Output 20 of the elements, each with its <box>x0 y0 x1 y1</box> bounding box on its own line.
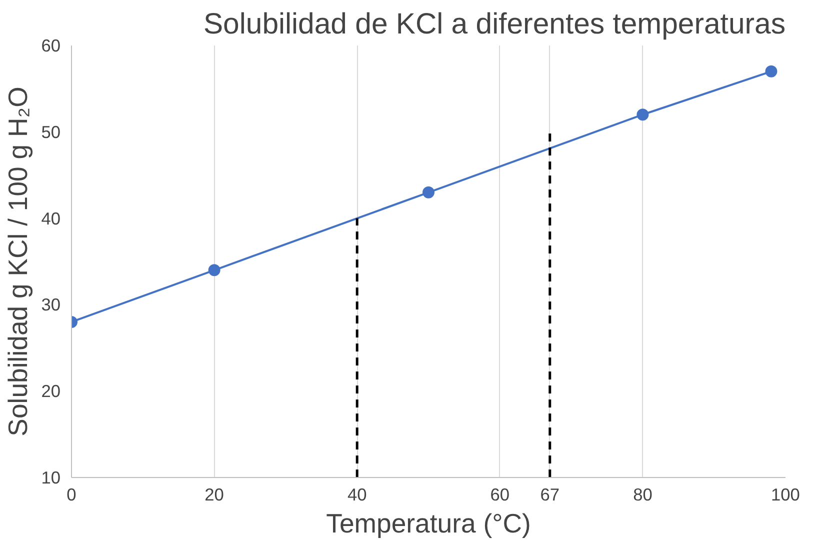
y-tick-label: 40 <box>41 208 61 228</box>
chart-title: Solubilidad de KCl a diferentes temperaturas <box>203 8 786 40</box>
y-tick-label: 60 <box>41 36 61 56</box>
y-axis-title: Solubilidad g KCl / 100 g H₂O <box>3 86 34 436</box>
y-tick-label: 20 <box>41 381 61 402</box>
x-tick-label: 100 <box>771 484 800 504</box>
x-tick-label: 80 <box>633 484 652 504</box>
y-tick-label: 50 <box>41 122 61 142</box>
y-tick-label: 30 <box>41 294 61 315</box>
point <box>636 108 649 121</box>
x-tick-label: 67 <box>540 484 560 504</box>
x-tick-label: 0 <box>66 484 76 504</box>
x-tick-label: 60 <box>490 484 510 504</box>
x-tick-label: 20 <box>204 484 224 504</box>
point <box>208 264 220 276</box>
point <box>765 65 778 78</box>
point <box>422 186 434 198</box>
y-tick-label: 10 <box>41 468 61 488</box>
x-tick-label: 40 <box>347 484 367 504</box>
x-axis-title: Temperatura (°C) <box>326 508 531 538</box>
